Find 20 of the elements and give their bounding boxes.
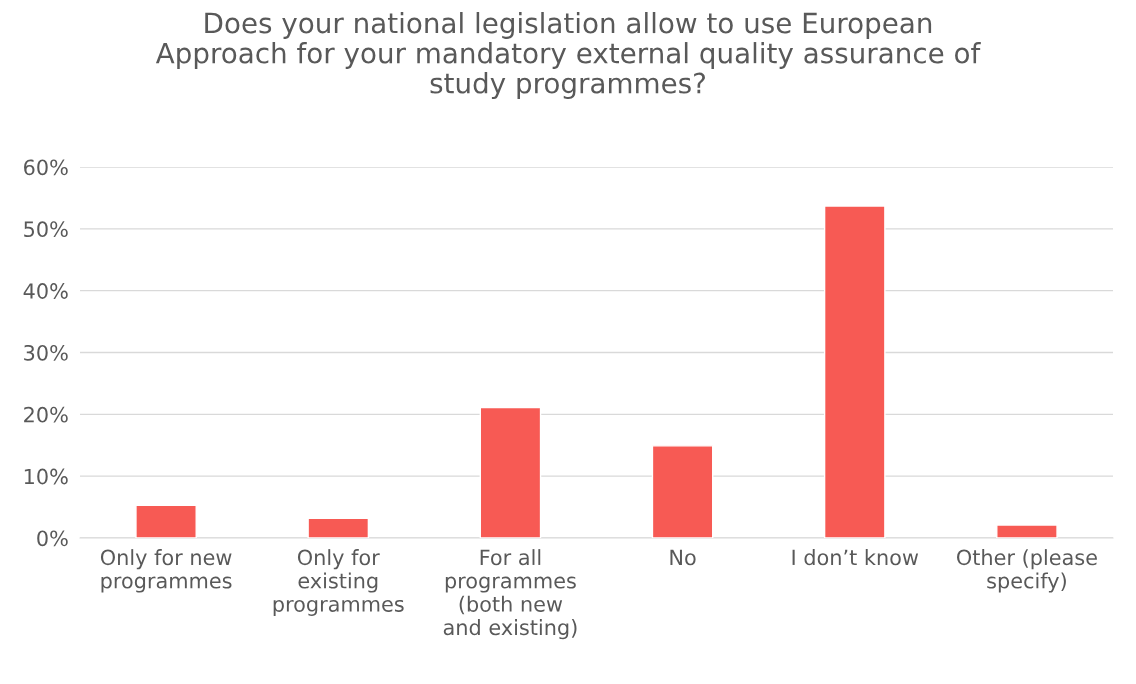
bar: [135, 504, 197, 538]
x-tick-label: Only for existing programmes: [273, 549, 404, 616]
y-tick-label: 60%: [24, 159, 68, 176]
y-tick-label: 0%: [37, 530, 68, 547]
y-tick-label: 50%: [24, 221, 68, 238]
bar: [823, 205, 886, 538]
x-tick-label: For all programmes (both new and existing): [443, 549, 577, 640]
x-tick-label: I don’t know: [792, 549, 919, 566]
chart-title: Does your national legislation allow to use European Approach for your mandatory external quality assurance of study programmes?: [155, 12, 981, 99]
bar: [307, 517, 370, 538]
bar: [996, 524, 1058, 538]
x-tick-label: Only for new programmes: [100, 549, 232, 593]
y-tick-label: 40%: [23, 283, 68, 299]
y-tick-label: 10%: [24, 468, 68, 485]
bar: [479, 406, 542, 538]
bar: [651, 445, 714, 538]
y-tick-label: 20%: [24, 406, 68, 423]
x-tick-label: Other (please specify): [957, 549, 1097, 593]
y-tick-label: 30%: [24, 344, 68, 361]
x-tick-label: No: [670, 549, 696, 566]
